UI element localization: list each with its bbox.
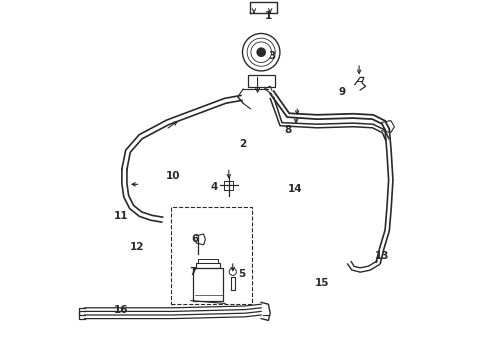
Text: 8: 8 (285, 125, 292, 135)
Text: 13: 13 (374, 251, 389, 261)
Text: 7: 7 (189, 267, 196, 277)
Text: 5: 5 (238, 269, 245, 279)
Text: 12: 12 (130, 242, 144, 252)
Text: 11: 11 (114, 211, 128, 221)
Bar (247, 75, 275, 87)
Bar (171, 207, 252, 304)
Text: 3: 3 (269, 51, 275, 61)
Text: 6: 6 (191, 234, 198, 244)
Text: 1: 1 (265, 11, 272, 21)
Circle shape (257, 48, 265, 56)
Bar (193, 268, 223, 301)
Text: 2: 2 (240, 139, 247, 149)
Text: 10: 10 (166, 171, 180, 181)
Text: 9: 9 (339, 87, 346, 97)
Text: 14: 14 (288, 184, 303, 194)
Text: 15: 15 (315, 278, 330, 288)
Text: 16: 16 (114, 305, 128, 315)
Text: 4: 4 (211, 182, 218, 192)
